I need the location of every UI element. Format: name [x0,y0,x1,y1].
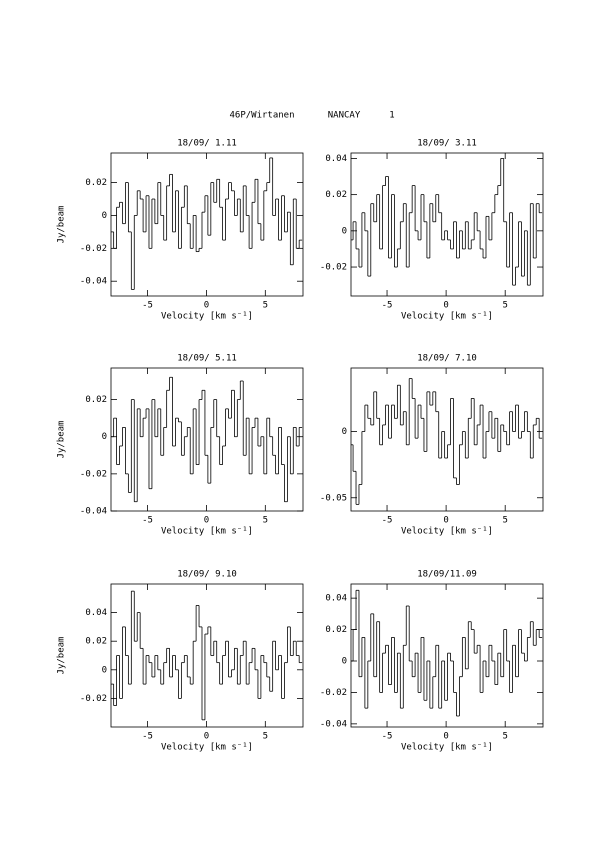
y-tick-label: 0.04 [85,608,107,618]
y-axis-label: Jy/beam [57,206,67,244]
x-axis-label: Velocity [km s⁻¹] [161,743,253,753]
y-tick-label: -0.04 [320,719,347,729]
x-tick-label: 0 [443,301,448,311]
x-tick-label: 5 [502,516,507,526]
plot-frame [350,583,544,728]
x-tick-label: 0 [204,516,209,526]
x-tick-label: 0 [443,732,448,742]
x-tick-label: -5 [142,732,153,742]
y-tick-label: -0.05 [320,493,347,503]
x-tick-label: 0 [204,732,209,742]
y-tick-label: -0.02 [80,694,107,704]
panel-title: 18/09/ 5.11 [177,354,237,364]
plot-frame [110,367,304,512]
y-tick-label: 0 [102,211,107,221]
y-axis-label: Jy/beam [57,421,67,459]
panel-title: 18/09/ 7.10 [417,354,477,364]
x-tick-label: -5 [142,301,153,311]
x-axis-label: Velocity [km s⁻¹] [401,527,493,537]
x-tick-label: 5 [502,301,507,311]
y-tick-label: 0 [102,665,107,675]
y-tick-label: -0.04 [80,507,107,517]
x-tick-label: 0 [204,301,209,311]
x-axis-label: Velocity [km s⁻¹] [401,312,493,322]
y-tick-label: 0.02 [85,637,107,647]
x-tick-label: 5 [263,301,268,311]
y-tick-label: 0 [102,432,107,442]
x-axis-label: Velocity [km s⁻¹] [161,312,253,322]
plot-frame [110,152,304,297]
plot-frame [350,367,544,512]
y-tick-label: 0 [342,226,347,236]
y-tick-label: -0.02 [80,244,107,254]
y-tick-label: 0 [342,657,347,667]
x-tick-label: -5 [382,516,393,526]
x-axis-label: Velocity [km s⁻¹] [401,743,493,753]
object-name: 46P/Wirtanen [229,111,294,121]
x-tick-label: -5 [142,516,153,526]
y-tick-label: -0.02 [80,469,107,479]
y-tick-label: -0.02 [320,263,347,273]
x-tick-label: 0 [443,516,448,526]
x-tick-label: -5 [382,732,393,742]
x-axis-label: Velocity [km s⁻¹] [161,527,253,537]
panel-title: 18/09/11.09 [417,570,477,580]
panel-title: 18/09/ 9.10 [177,570,237,580]
x-tick-label: 5 [263,516,268,526]
page-number: 1 [389,111,394,121]
x-tick-label: -5 [382,301,393,311]
y-tick-label: 0.02 [325,625,347,635]
panel-title: 18/09/ 3.11 [417,139,477,149]
x-tick-label: 5 [263,732,268,742]
y-tick-label: 0.02 [85,395,107,405]
panel-title: 18/09/ 1.11 [177,139,237,149]
y-tick-label: 0.04 [325,594,347,604]
plot-frame [350,152,544,297]
site-name: NANCAY [328,111,361,121]
y-tick-label: 0.02 [325,190,347,200]
y-tick-label: -0.04 [80,277,107,287]
y-axis-label: Jy/beam [57,637,67,675]
plot-frame [110,583,304,728]
y-tick-label: 0.04 [325,154,347,164]
y-tick-label: 0 [342,427,347,437]
x-tick-label: 5 [502,732,507,742]
y-tick-label: -0.02 [320,688,347,698]
y-tick-label: 0.02 [85,178,107,188]
